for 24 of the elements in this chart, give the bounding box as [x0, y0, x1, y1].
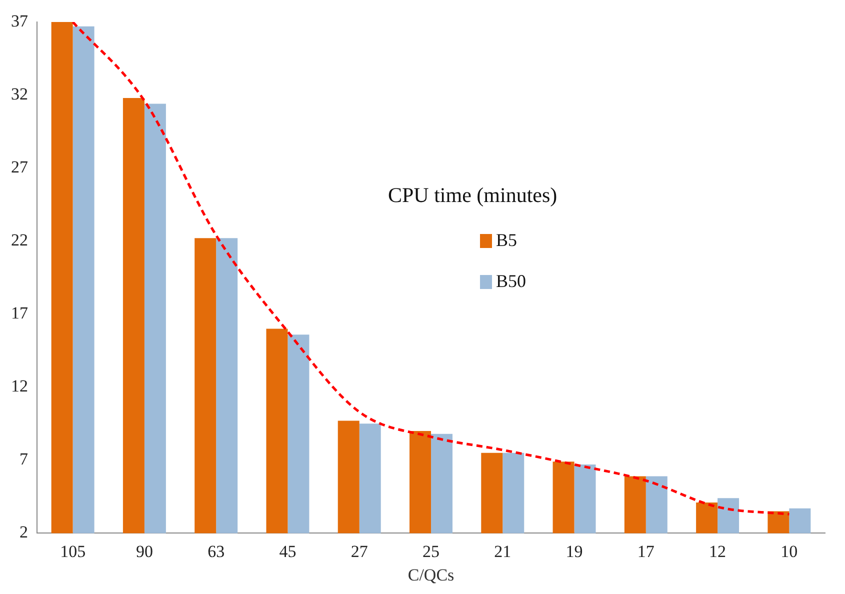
- legend-title: CPU time (minutes): [388, 183, 558, 208]
- y-tick-label: 17: [11, 304, 28, 323]
- x-axis-title: C/QCs: [408, 565, 454, 584]
- x-tick-label: 90: [136, 542, 153, 561]
- y-tick-label: 27: [11, 158, 28, 177]
- y-tick-label: 37: [11, 11, 28, 30]
- y-tick-label: 2: [20, 522, 28, 542]
- x-tick-label: 25: [422, 542, 440, 561]
- y-tick-label: 32: [11, 84, 28, 104]
- x-tick-label: 27: [350, 542, 368, 561]
- x-tick-label: 17: [637, 542, 655, 561]
- y-tick-label: 7: [20, 450, 28, 469]
- legend-label: B50: [496, 271, 526, 292]
- x-tick-label: 21: [494, 542, 512, 561]
- x-tick-label: 105: [60, 542, 86, 561]
- x-tick-label: 12: [709, 542, 726, 561]
- legend-label: B5: [496, 230, 518, 251]
- x-tick-label: 45: [279, 542, 296, 561]
- y-tick-label: 12: [11, 376, 28, 396]
- y-tick-label: 22: [11, 230, 28, 250]
- x-tick-label: 19: [566, 542, 583, 561]
- x-tick-label: 10: [780, 542, 798, 561]
- line-series: [72, 22, 790, 516]
- x-tick-label: 63: [208, 542, 225, 561]
